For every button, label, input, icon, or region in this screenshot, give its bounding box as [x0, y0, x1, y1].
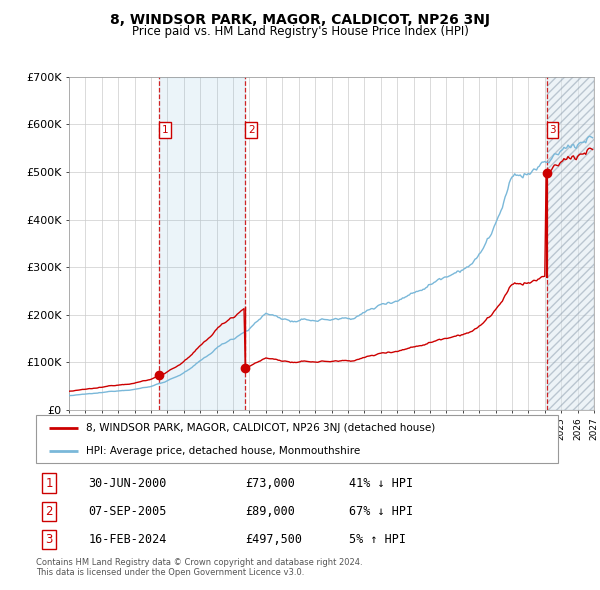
Text: 67% ↓ HPI: 67% ↓ HPI — [349, 505, 413, 518]
Text: 8, WINDSOR PARK, MAGOR, CALDICOT, NP26 3NJ: 8, WINDSOR PARK, MAGOR, CALDICOT, NP26 3… — [110, 13, 490, 27]
Text: Contains HM Land Registry data © Crown copyright and database right 2024.
This d: Contains HM Land Registry data © Crown c… — [36, 558, 362, 577]
Bar — [159, 77, 245, 410]
Text: 1: 1 — [46, 477, 53, 490]
Text: 07-SEP-2005: 07-SEP-2005 — [88, 505, 167, 518]
Bar — [547, 77, 594, 410]
Text: 16-FEB-2024: 16-FEB-2024 — [88, 533, 167, 546]
Text: 2: 2 — [46, 505, 53, 518]
Text: HPI: Average price, detached house, Monmouthshire: HPI: Average price, detached house, Monm… — [86, 445, 360, 455]
Text: 2: 2 — [248, 125, 254, 135]
Text: 8, WINDSOR PARK, MAGOR, CALDICOT, NP26 3NJ (detached house): 8, WINDSOR PARK, MAGOR, CALDICOT, NP26 3… — [86, 423, 435, 433]
Text: £73,000: £73,000 — [245, 477, 295, 490]
Text: 1: 1 — [161, 125, 169, 135]
Text: 3: 3 — [46, 533, 53, 546]
Text: 30-JUN-2000: 30-JUN-2000 — [88, 477, 167, 490]
Text: £497,500: £497,500 — [245, 533, 302, 546]
FancyBboxPatch shape — [36, 415, 558, 463]
Text: 41% ↓ HPI: 41% ↓ HPI — [349, 477, 413, 490]
Text: Price paid vs. HM Land Registry's House Price Index (HPI): Price paid vs. HM Land Registry's House … — [131, 25, 469, 38]
Text: 3: 3 — [549, 125, 556, 135]
Text: 5% ↑ HPI: 5% ↑ HPI — [349, 533, 406, 546]
Text: £89,000: £89,000 — [245, 505, 295, 518]
